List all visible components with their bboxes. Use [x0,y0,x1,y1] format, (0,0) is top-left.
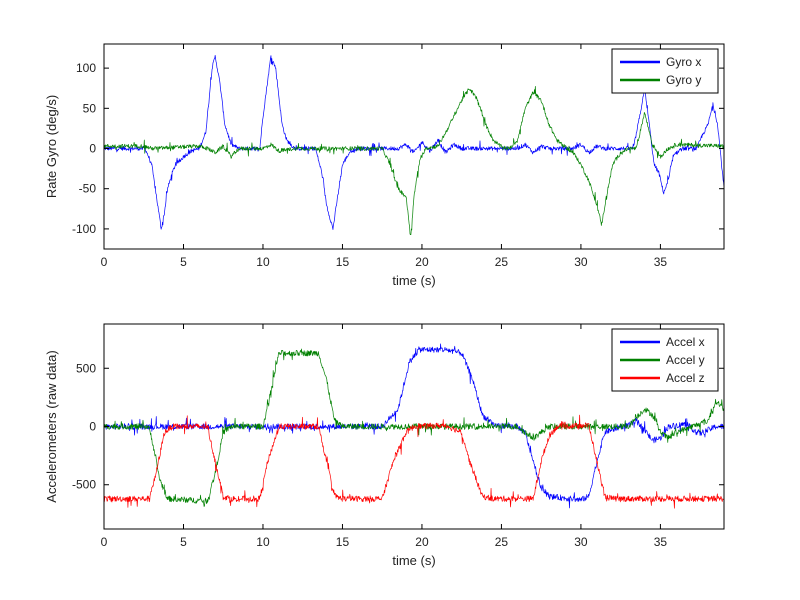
legend-label-gyro-x: Gyro x [666,55,701,69]
gyro-legend: Gyro x Gyro y [611,48,719,94]
x-tick-label: 15 [336,255,350,269]
x-tick-label: 25 [495,255,509,269]
y-tick-label: 0 [89,420,96,434]
y-tick-label: 500 [76,361,96,375]
y-tick-label: -100 [72,222,96,236]
y-tick-label: 50 [83,101,97,115]
accel-legend: Accel x Accel y Accel z [611,328,719,392]
x-tick-label: 10 [256,535,270,549]
y-tick-label: -50 [79,182,97,196]
x-tick-label: 10 [256,255,270,269]
x-tick-label: 25 [495,535,509,549]
accel-y-axis-label: Accelerometers (raw data) [44,350,59,502]
x-tick-label: 0 [101,535,108,549]
legend-label-accel-z: Accel z [666,371,705,385]
x-tick-label: 35 [654,255,668,269]
accel-series-layer [104,343,724,509]
gyro-y-ticks: -100 -50 0 50 100 [72,61,724,236]
x-tick-label: 35 [654,535,668,549]
x-tick-label: 20 [415,535,429,549]
series-line-gyro-y [104,86,724,235]
accel-x-ticks: 0 5 10 15 20 25 30 35 [101,324,668,549]
series-line-accel-z [104,414,724,509]
gyro-series-layer [104,55,724,235]
series-line-accel-y [104,348,724,507]
x-tick-label: 30 [574,535,588,549]
gyro-plot-border [103,43,725,250]
y-tick-label: -500 [72,478,96,492]
legend-label-accel-x: Accel x [666,335,705,349]
x-tick-label: 15 [336,535,350,549]
accel-y-ticks: -500 0 500 [72,361,724,492]
series-line-gyro-x [104,55,724,230]
accel-x-axis-label: time (s) [392,553,435,568]
x-tick-label: 30 [574,255,588,269]
x-tick-label: 0 [101,255,108,269]
gyro-x-ticks: 0 5 10 15 20 25 30 35 [101,44,668,269]
gyro-x-axis-label: time (s) [392,273,435,288]
y-tick-label: 0 [89,142,96,156]
gyro-legend-box [611,48,719,94]
legend-label-accel-y: Accel y [666,353,705,367]
x-tick-label: 5 [180,255,187,269]
x-tick-label: 20 [415,255,429,269]
gyro-plot: 0 5 10 15 20 25 30 35 -100 -50 0 50 100 time (s) Ra… [44,43,725,288]
accel-plot: 0 5 10 15 20 25 30 35 -500 0 500 time (s) Acceler… [44,323,725,568]
y-tick-label: 100 [76,61,96,75]
gyro-y-axis-label: Rate Gyro (deg/s) [44,95,59,198]
x-tick-label: 5 [180,535,187,549]
legend-label-gyro-y: Gyro y [666,73,701,87]
